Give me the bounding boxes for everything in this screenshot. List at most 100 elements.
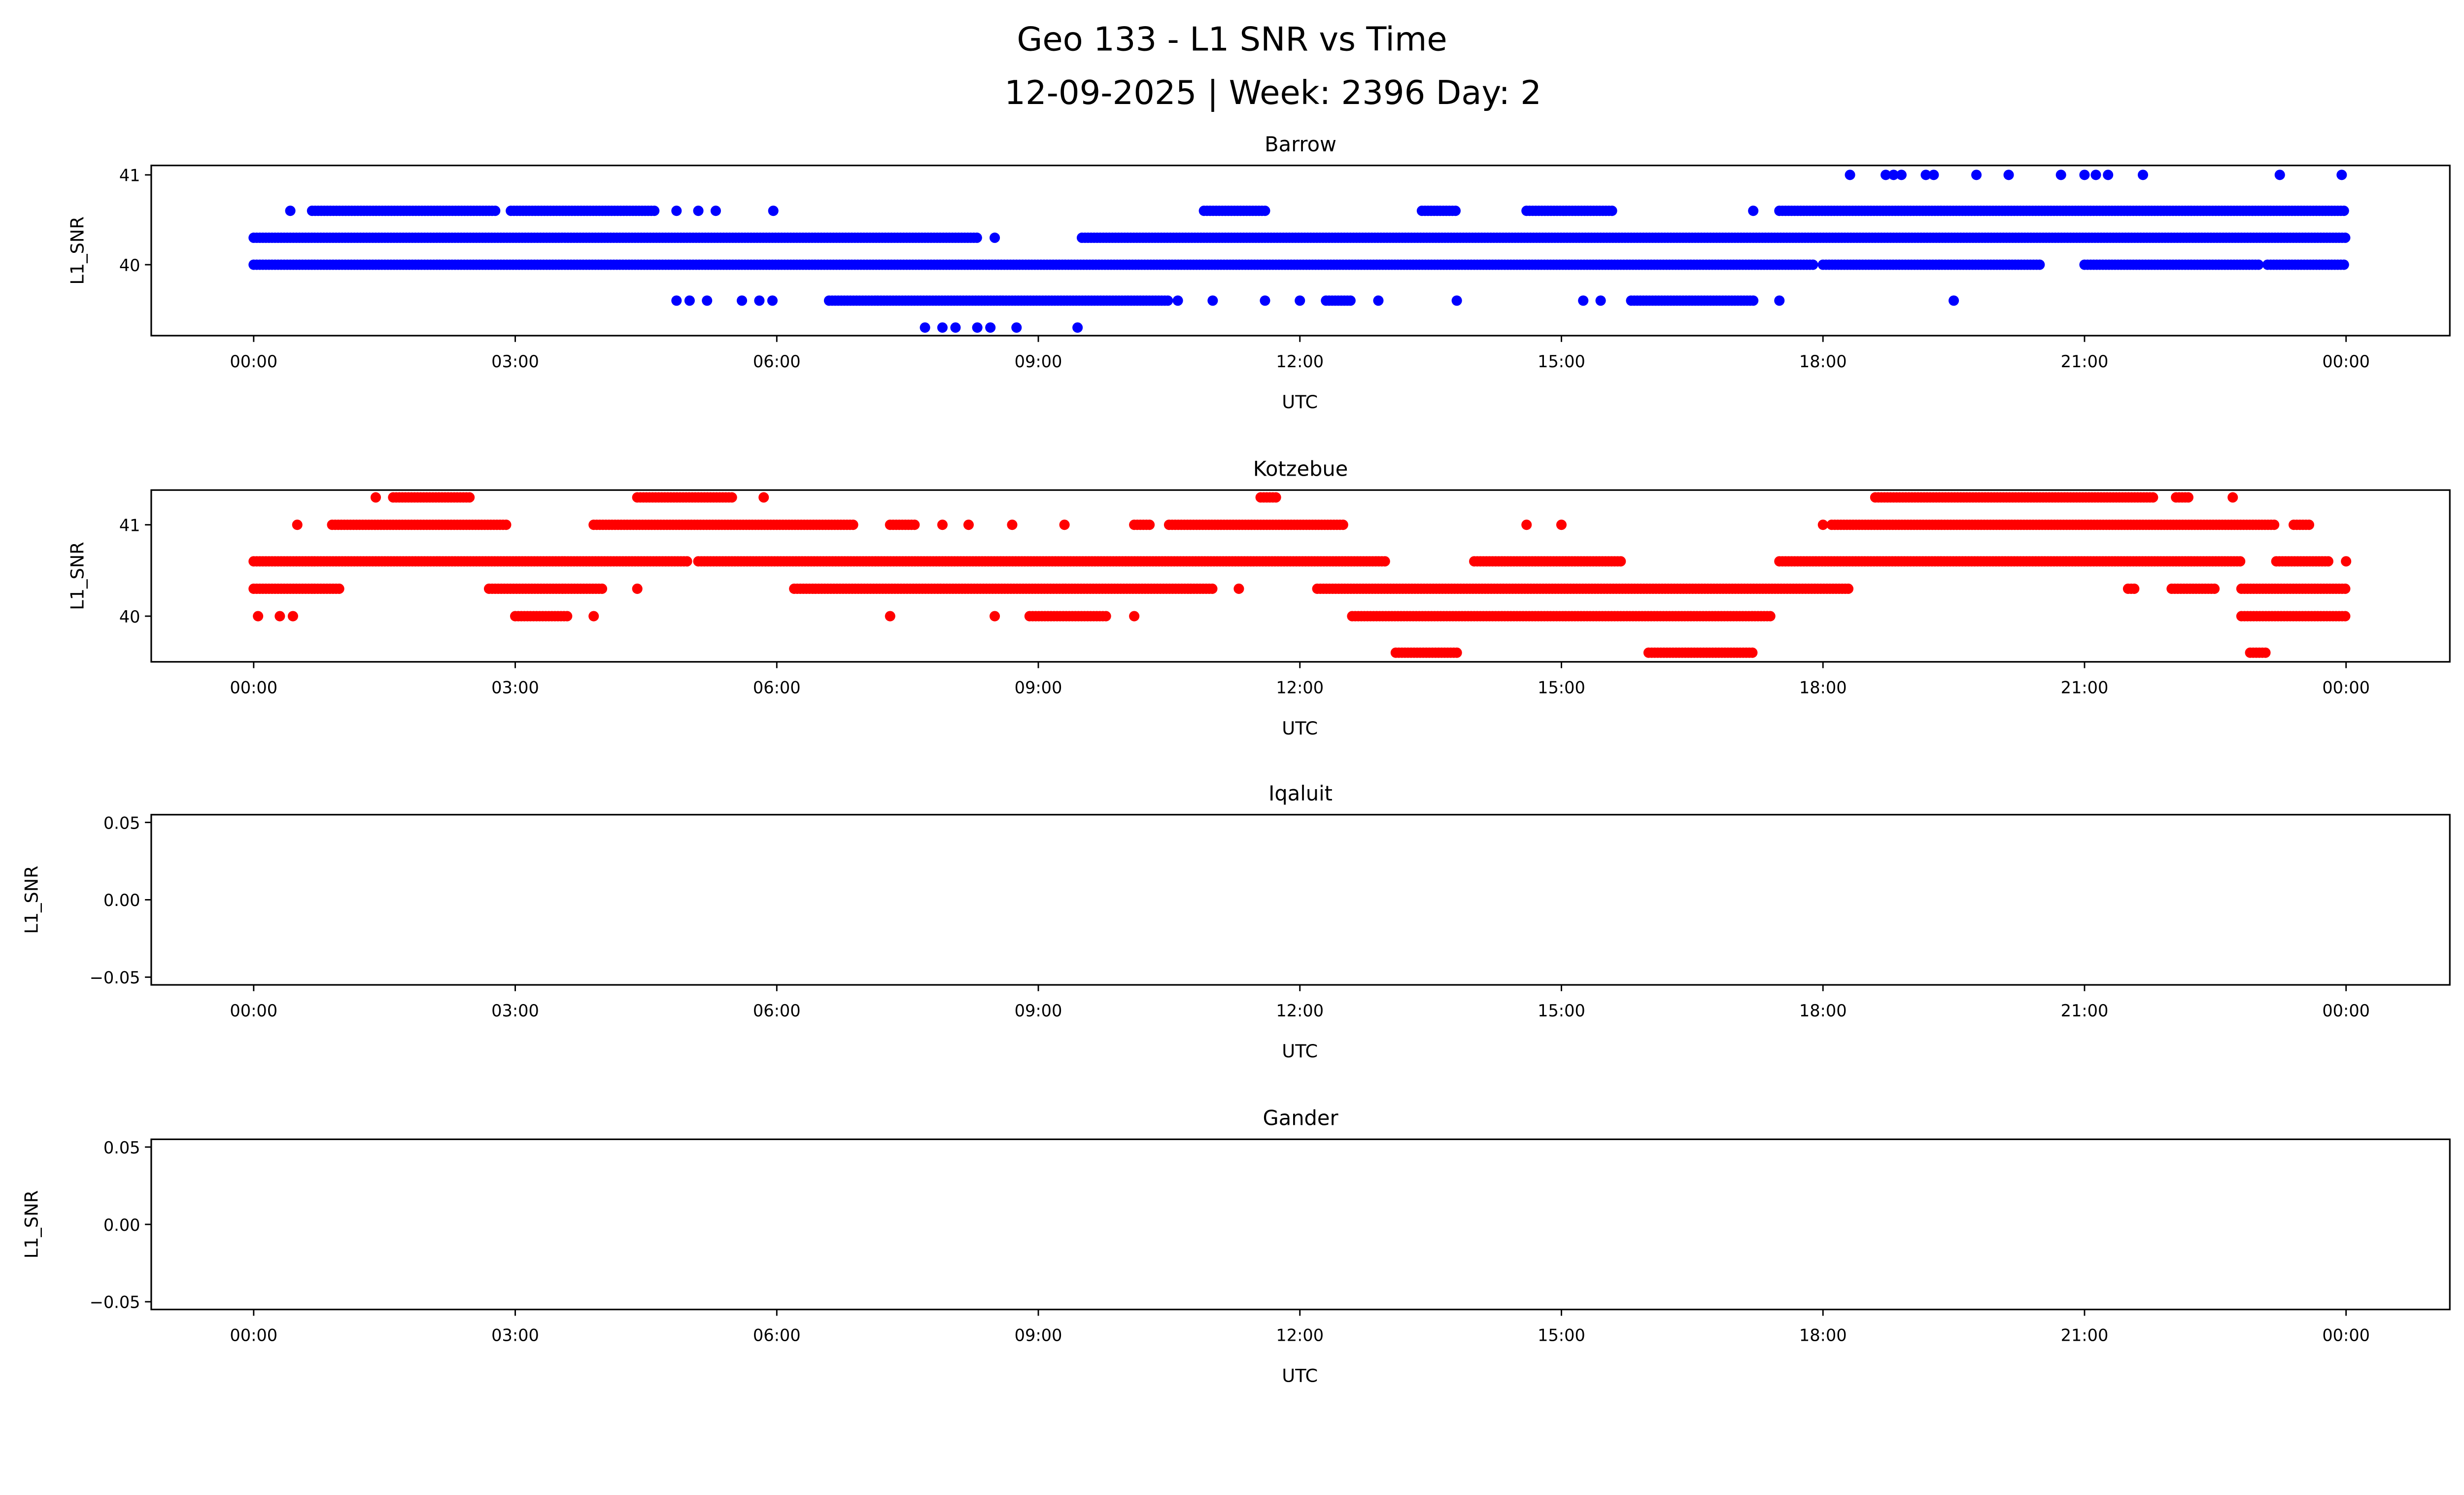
data-point [1888,170,1899,180]
subplot-title: Barrow [1265,132,1336,156]
data-point [1949,295,1959,306]
x-tick-label: 09:00 [1015,352,1062,371]
y-tick-label: 0.00 [103,1216,140,1235]
subplot-iqaluit: Iqaluit 00:00 03:00 06:00 09:00 12:00 15:00 18:… [21,781,2451,1062]
data-point [710,206,721,216]
data-point [1207,583,1218,594]
data-point [971,232,982,243]
data-point [490,206,501,216]
data-point [1747,647,1758,658]
data-point [1896,170,1907,180]
data-point [501,520,512,530]
x-tick-label: 18:00 [1799,352,1847,371]
axes-frame [150,165,2451,337]
data-point [758,492,769,503]
data-point [671,295,682,306]
data-point [253,611,264,622]
axes-frame [150,489,2451,663]
data-point [885,611,895,622]
data-point [1521,520,1532,530]
data-point [937,520,948,530]
data-point [1748,295,1759,306]
data-point [1270,492,1281,503]
data-point [1451,647,1462,658]
x-tick-label: 00:00 [230,678,277,697]
x-tick-label: 09:00 [1015,1001,1062,1020]
x-tick-label: 00:00 [230,1001,277,1020]
data-point [736,295,748,306]
subplot-title: Kotzebue [1253,456,1348,481]
data-point [285,206,296,216]
subplot-kotzebue: Kotzebue 00:00 03:00 06:00 09:00 12:00 15:00 18… [67,456,2451,739]
figure: Geo 133 - L1 SNR vs Time 12-09-2025 | We… [21,20,2451,1387]
subplot-title: Iqaluit [1268,781,1333,805]
x-tick-label: 21:00 [2061,352,2109,371]
data-point [1595,295,1606,306]
y-axis-label: L1_SNR [21,866,42,934]
data-point [702,295,713,306]
x-tick-label: 18:00 [1799,1326,1847,1345]
data-point [2274,170,2285,180]
subplot-gander: Gander 00:00 03:00 06:00 09:00 12:00 15:00 18:0… [21,1106,2451,1387]
x-tick-label: 06:00 [753,352,801,371]
data-point [1450,206,1461,216]
x-tick-label: 12:00 [1276,1326,1324,1345]
x-tick-label: 15:00 [1538,678,1585,697]
x-tick-label: 12:00 [1276,352,1324,371]
data-point [1578,295,1589,306]
axes-frame [150,814,2451,986]
subplot-barrow: Barrow 00:00 03:00 06:00 09:00 12:00 15:00 18:0… [67,132,2451,413]
data-point [292,520,303,530]
data-point [649,206,660,216]
axes-group: Barrow 00:00 03:00 06:00 09:00 12:00 15:00 18:0… [21,132,2451,1387]
x-tick-label: 06:00 [753,1326,801,1345]
y-tick-label: 40 [119,607,140,626]
data-point [1059,520,1070,530]
data-point [920,322,930,333]
data-point [2338,206,2349,216]
data-point [2183,492,2194,503]
figure-title: Geo 133 - L1 SNR vs Time [1017,20,1447,58]
data-point [1451,295,1462,306]
x-tick-label: 00:00 [2322,352,2370,371]
y-axis-label: L1_SNR [67,216,88,285]
data-point [2055,170,2066,180]
data-point [588,611,599,622]
data-point [1765,611,1776,622]
figure-subtitle: 12-09-2025 | Week: 2396 Day: 2 [1004,73,1541,112]
data-point [671,206,682,216]
x-axis-label: UTC [1282,718,1318,739]
x-tick-label: 18:00 [1799,678,1847,697]
data-point [1011,322,1022,333]
data-point [1881,170,1891,180]
data-point [1808,259,1818,270]
y-tick-label: 0.00 [103,891,140,910]
data-point [1163,295,1173,306]
data-point [1774,295,1785,306]
x-tick-label: 03:00 [491,1326,539,1345]
data-point [726,492,737,503]
x-tick-label: 12:00 [1276,678,1324,697]
data-point [985,322,996,333]
x-tick-label: 21:00 [2061,1326,2109,1345]
x-tick-label: 18:00 [1799,1001,1847,1020]
data-point [370,492,381,503]
y-tick-label: 0.05 [103,813,140,833]
data-point [989,232,1000,243]
data-point [2227,492,2238,503]
data-point [2003,170,2014,180]
data-point [1843,583,1854,594]
data-point [1233,583,1244,594]
x-tick-label: 00:00 [2322,1326,2370,1345]
data-point [1144,520,1155,530]
data-point [2303,520,2315,530]
data-point [754,295,765,306]
data-points [248,170,2351,333]
data-point [2336,170,2347,180]
data-point [1260,206,1270,216]
x-axis-label: UTC [1282,1041,1318,1062]
data-point [2340,232,2351,243]
data-point [274,611,285,622]
data-point [950,322,961,333]
data-point [2209,583,2220,594]
